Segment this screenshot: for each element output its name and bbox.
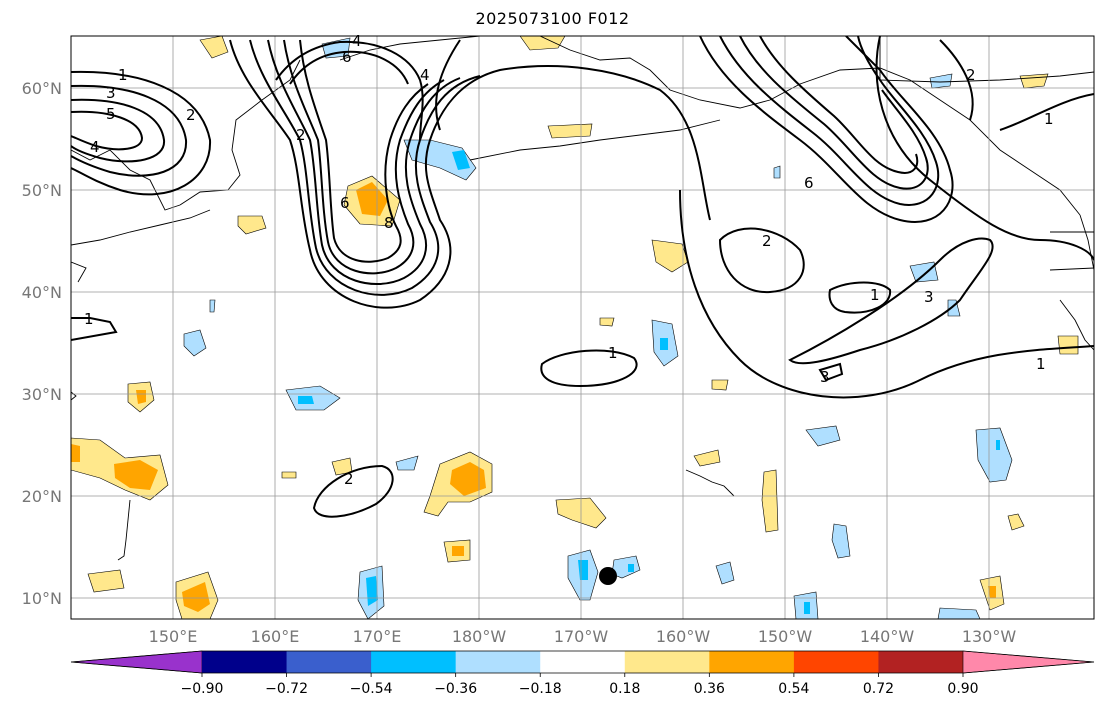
contour-label: 8 — [384, 214, 394, 232]
contour-label: 2 — [344, 470, 354, 488]
contour-label: 2 — [296, 126, 306, 144]
colorbar-segment — [624, 651, 710, 673]
graticule — [71, 36, 1094, 619]
map-title: 2025073100 F012 — [475, 9, 630, 28]
contour-label: 2 — [966, 66, 976, 84]
contour-label: 6 — [804, 174, 814, 192]
lat-label: 30°N — [22, 385, 62, 404]
colorbar: −0.90 −0.72 −0.54 −0.36 −0.18 0.18 0.36 0.54 0.7… — [70, 650, 1095, 697]
colorbar-label: 0.54 — [778, 681, 809, 697]
contour-label: 5 — [106, 105, 116, 123]
colorbar-segment — [709, 651, 795, 673]
contour-label: 3 — [924, 288, 934, 306]
lon-label: 170°W — [554, 627, 609, 646]
yellow-shading — [71, 36, 1079, 619]
colorbar-segment — [455, 651, 541, 673]
contour-label: 1 — [608, 344, 618, 362]
contour-label: 1 — [870, 286, 880, 304]
location-marker — [599, 567, 617, 585]
contour-label: 4 — [420, 66, 430, 84]
blue-shading — [298, 150, 1000, 614]
colorbar-segment — [371, 651, 457, 673]
contour-label: 6 — [340, 194, 350, 212]
longitude-labels: 150°E 160°E 170°E 180°W 170°W 160°W 150°… — [149, 627, 1017, 646]
lat-label: 10°N — [22, 589, 62, 608]
colorbar-label: −0.36 — [434, 681, 477, 697]
contour-label: 3 — [820, 368, 830, 386]
lon-label: 170°E — [353, 627, 402, 646]
colorbar-segment — [878, 651, 964, 673]
colorbar-segment — [793, 651, 879, 673]
lat-label: 20°N — [22, 487, 62, 506]
lon-label: 160°W — [656, 627, 711, 646]
coastline-layer — [71, 36, 1094, 561]
contour-label: 3 — [106, 84, 116, 102]
colorbar-segment — [202, 651, 288, 673]
lon-label: 140°W — [860, 627, 915, 646]
colorbar-label: −0.54 — [350, 681, 393, 697]
contour-label: 1 — [118, 66, 128, 84]
lon-label: 150°W — [758, 627, 813, 646]
contour-label: 1 — [1044, 110, 1054, 128]
shaded-field-layer — [71, 36, 1079, 619]
colorbar-label: 0.18 — [609, 681, 640, 697]
colorbar-label: −0.90 — [181, 681, 224, 697]
lat-label: 40°N — [22, 283, 62, 302]
colorbar-label: 0.36 — [694, 681, 725, 697]
colorbar-segment — [286, 651, 372, 673]
lat-label: 60°N — [22, 79, 62, 98]
colorbar-label: −0.18 — [519, 681, 562, 697]
colorbar-label: 0.72 — [863, 681, 894, 697]
lon-label: 160°E — [251, 627, 300, 646]
colorbar-segment — [540, 651, 626, 673]
colorbar-label: 0.90 — [947, 681, 978, 697]
colorbar-label: −0.72 — [265, 681, 308, 697]
contour-label-layer: 1 3 5 2 4 6 4 2 6 8 1 1 2 6 4 2 1 3 3 1 … — [84, 32, 1054, 488]
map-frame — [70, 35, 1095, 620]
lon-label: 180°W — [452, 627, 507, 646]
contour-label: 4 — [90, 138, 100, 156]
orange-shading — [71, 182, 996, 612]
contour-label: 6 — [342, 48, 352, 66]
latitude-labels: 60°N 50°N 40°N 30°N 20°N 10°N — [22, 79, 62, 608]
contour-label: 1 — [84, 310, 94, 328]
contour-label: 2 — [186, 106, 196, 124]
colorbar-extend-low — [70, 650, 203, 674]
lat-label: 50°N — [22, 181, 62, 200]
lon-label: 130°W — [962, 627, 1017, 646]
contour-label: 1 — [1036, 355, 1046, 373]
contour-layer — [71, 36, 1094, 518]
colorbar-extend-high — [962, 650, 1095, 674]
lon-label: 150°E — [149, 627, 198, 646]
contour-label: 2 — [762, 232, 772, 250]
contour-label: 4 — [352, 32, 362, 50]
